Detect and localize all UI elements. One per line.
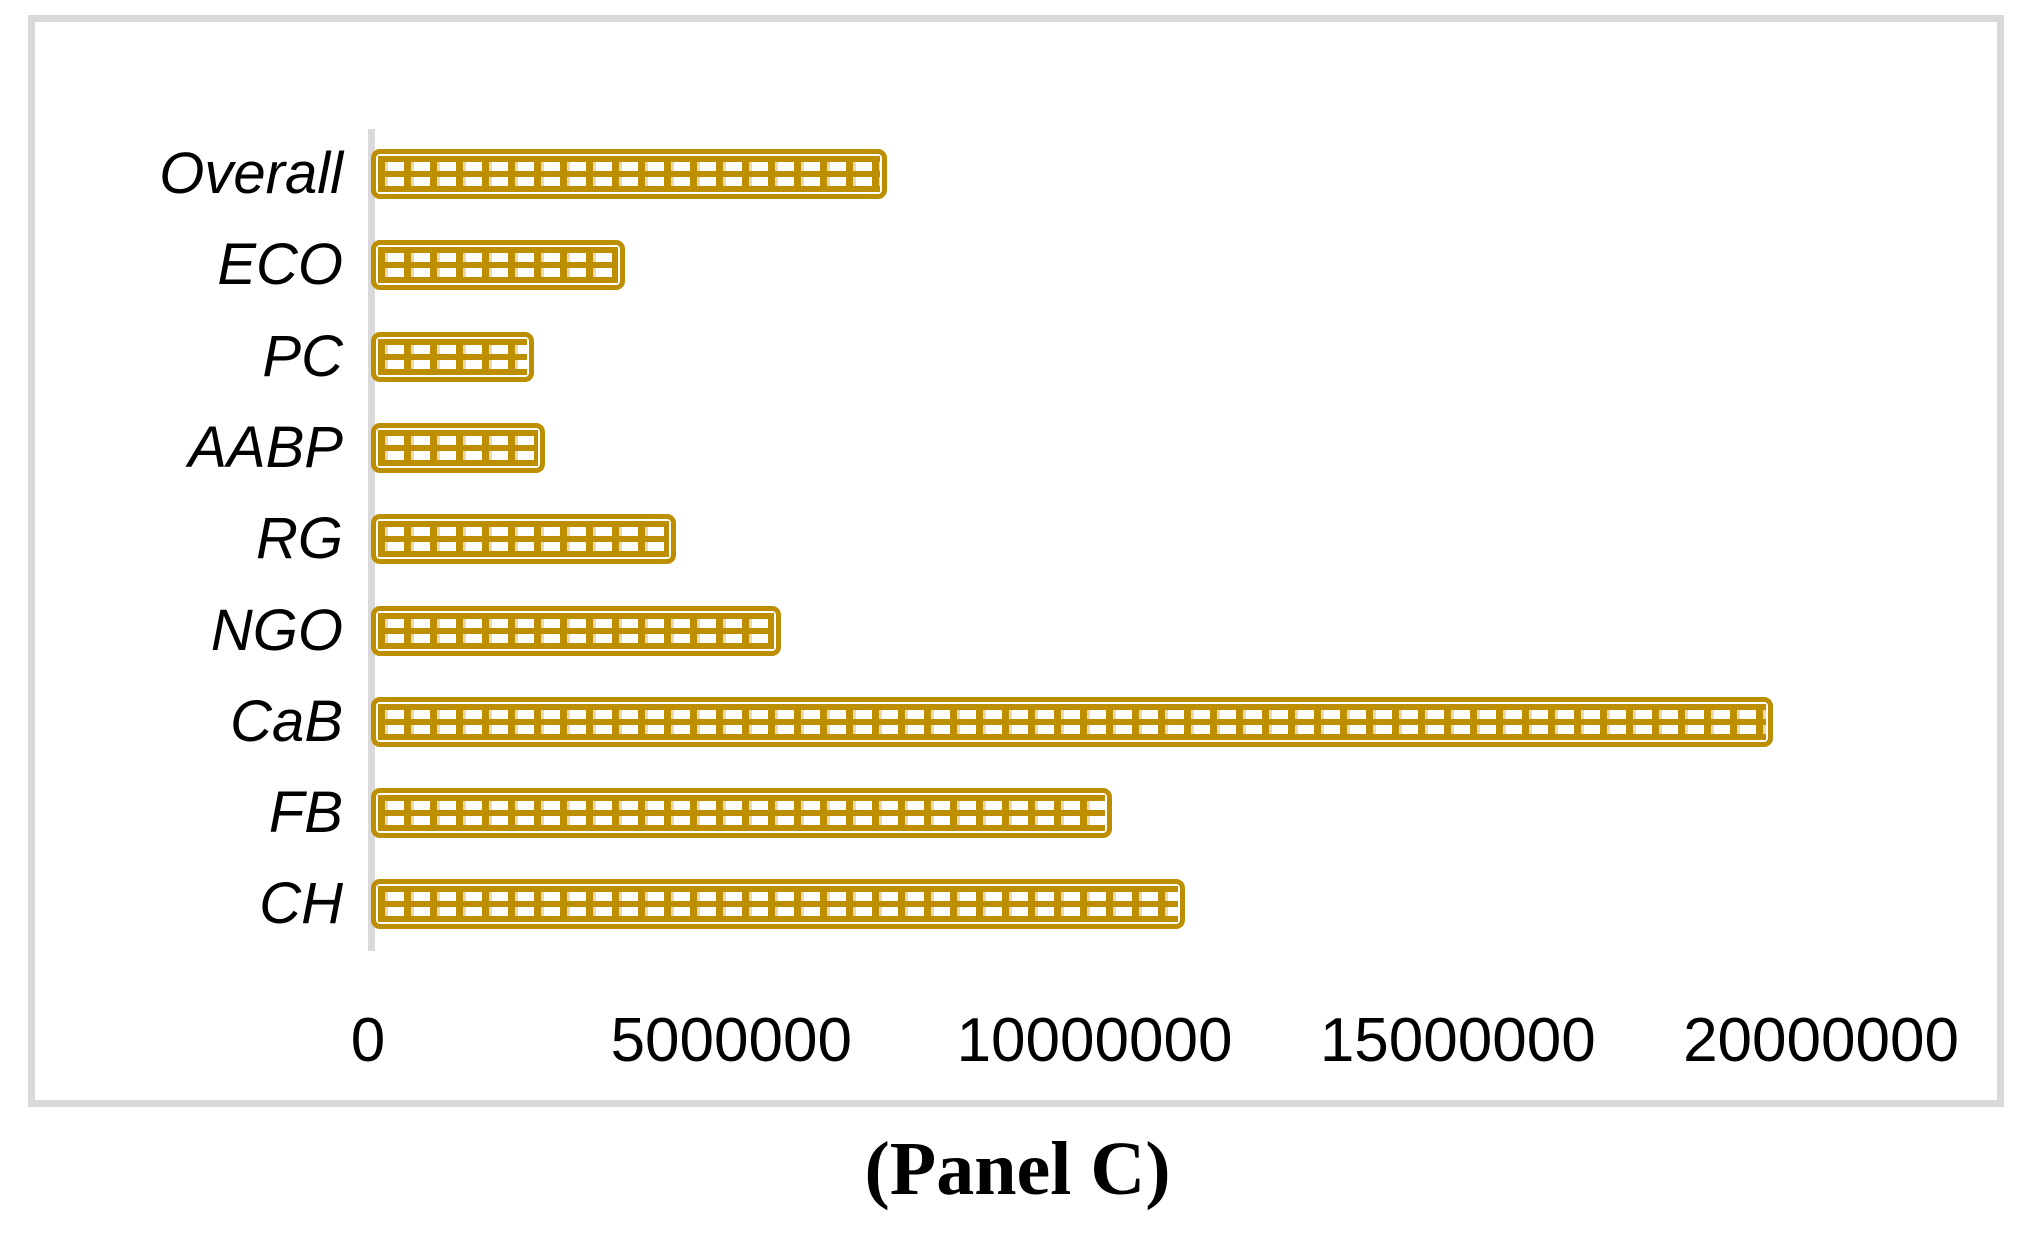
plot-area: Overall ECO PC AABP RG NGO CaB FB CH 0 5000000 100… xyxy=(35,22,1997,1100)
chart-caption: (Panel C) xyxy=(864,1127,1171,1211)
bar-pattern-fill xyxy=(378,612,774,649)
bar-pattern-fill xyxy=(378,247,618,284)
x-tick-label: 15000000 xyxy=(1319,1006,1596,1075)
category-label: NGO xyxy=(210,597,343,663)
category-label: AABP xyxy=(188,414,343,480)
bar-pattern-fill xyxy=(378,521,669,558)
x-tick-label: 0 xyxy=(350,1006,386,1075)
bar xyxy=(371,240,625,291)
bar-pattern-fill xyxy=(378,338,527,375)
x-tick-label: 5000000 xyxy=(610,1006,852,1075)
bar xyxy=(371,331,534,382)
bar-pattern-fill xyxy=(378,429,538,466)
bar-pattern-fill xyxy=(378,795,1105,832)
bar xyxy=(371,605,781,656)
bar xyxy=(371,788,1112,839)
chart-frame: Overall ECO PC AABP RG NGO CaB FB CH 0 5000000 100… xyxy=(28,15,2004,1107)
category-label: RG xyxy=(256,506,343,572)
x-tick-label: 20000000 xyxy=(1683,1006,1959,1075)
bar xyxy=(371,149,887,199)
category-label: CH xyxy=(259,871,343,937)
category-label: FB xyxy=(268,780,343,846)
category-label: PC xyxy=(262,323,343,389)
bar xyxy=(371,514,676,565)
category-label: ECO xyxy=(217,232,343,298)
bar-pattern-fill xyxy=(378,156,880,192)
bar xyxy=(371,422,545,473)
bar-pattern-fill xyxy=(378,886,1178,923)
bar xyxy=(371,879,1185,930)
category-label: CaB xyxy=(230,688,343,754)
bar xyxy=(371,696,1773,747)
x-tick-label: 10000000 xyxy=(956,1006,1233,1075)
bar-pattern-fill xyxy=(378,703,1766,740)
category-label: Overall xyxy=(159,141,343,206)
